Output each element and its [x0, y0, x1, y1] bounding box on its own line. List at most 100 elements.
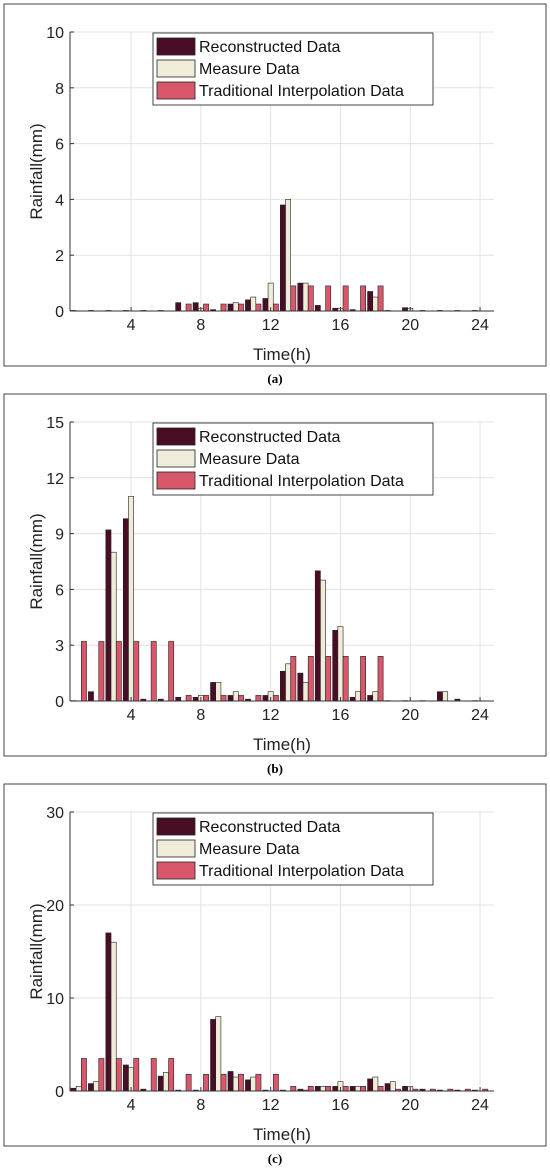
legend-label-reconstructed: Reconstructed Data — [199, 429, 341, 446]
bar-measure — [372, 1076, 379, 1092]
bar-measure — [128, 496, 134, 702]
legend-label-measure: Measure Data — [199, 841, 300, 858]
bar-traditional — [185, 303, 192, 312]
legend-label-traditional: Traditional Interpolation Data — [199, 473, 404, 490]
x-tick-label: 12 — [262, 707, 280, 724]
bar-measure — [215, 682, 222, 702]
legend-swatch-measure — [156, 839, 196, 858]
bar-reconstructed — [210, 1019, 217, 1092]
bar-measure — [250, 296, 257, 312]
bar-traditional — [238, 1073, 244, 1092]
bar-measure — [389, 1081, 396, 1092]
bar-reconstructed — [384, 1083, 391, 1092]
bar-traditional — [272, 695, 279, 702]
y-tick-label: 10 — [46, 25, 64, 42]
x-tick-label: 4 — [127, 1097, 136, 1114]
bar-measure — [232, 1076, 239, 1092]
bar-traditional — [98, 641, 105, 702]
y-axis-label: Rainfall(mm) — [27, 513, 46, 609]
bar-reconstructed — [332, 630, 339, 702]
x-axis-label: Time(h) — [253, 345, 311, 364]
bar-measure — [232, 691, 239, 702]
x-tick-label: 4 — [127, 317, 136, 334]
legend-swatch-reconstructed — [156, 817, 196, 836]
legend: Reconstructed Data Measure Data Traditiona… — [152, 32, 434, 106]
bar-reconstructed — [349, 696, 356, 702]
x-tick-label: 20 — [401, 317, 419, 334]
x-axis-label: Time(h) — [253, 735, 311, 754]
y-tick-label: 30 — [46, 805, 64, 822]
bar-traditional — [203, 695, 209, 702]
bar-reconstructed — [227, 303, 234, 312]
bar-reconstructed — [262, 298, 269, 312]
caption-a: (a) — [267, 371, 283, 386]
bar-reconstructed — [280, 670, 286, 702]
bar-reconstructed — [192, 696, 199, 702]
x-tick-label: 16 — [332, 317, 350, 334]
y-tick-label: 0 — [55, 304, 64, 321]
y-tick-label: 3 — [55, 638, 64, 655]
bar-traditional — [185, 695, 192, 702]
caption-b: (b) — [267, 761, 283, 776]
bar-traditional — [377, 656, 384, 702]
bar-measure — [302, 682, 309, 702]
bar-measure — [354, 691, 361, 702]
bar-reconstructed — [402, 1086, 408, 1092]
legend-label-measure: Measure Data — [199, 61, 300, 78]
x-axis-label: Time(h) — [253, 1125, 311, 1144]
legend-swatch-traditional — [156, 471, 196, 490]
y-tick-label: 2 — [55, 248, 64, 265]
bar-traditional — [360, 1086, 366, 1092]
bar-reconstructed — [314, 305, 321, 312]
x-tick-label: 16 — [332, 707, 350, 724]
bar-reconstructed — [105, 529, 112, 702]
x-tick-label: 24 — [471, 707, 489, 724]
bar-traditional — [98, 1058, 105, 1092]
bar-reconstructed — [175, 302, 182, 312]
bar-traditional — [272, 303, 279, 312]
y-tick-label: 6 — [55, 582, 64, 599]
y-tick-label: 12 — [46, 471, 64, 488]
bar-measure — [372, 296, 379, 312]
bar-measure — [93, 1081, 100, 1092]
bar-traditional — [220, 695, 227, 702]
bar-traditional — [115, 641, 122, 702]
legend-label-traditional: Traditional Interpolation Data — [199, 863, 404, 880]
bar-measure — [267, 282, 274, 312]
legend-label-reconstructed: Reconstructed Data — [199, 819, 341, 836]
bar-traditional — [255, 1073, 262, 1092]
bar-traditional — [342, 285, 349, 312]
bar-traditional — [81, 1058, 87, 1092]
bar-traditional — [203, 1073, 209, 1092]
legend-label-traditional: Traditional Interpolation Data — [199, 83, 404, 100]
chart-panel-c: 0 10 20 30 4 8 12 16 20 24 Time(h) Rainfall(mm) Reco… — [0, 780, 550, 1170]
bar-measure — [302, 282, 309, 312]
legend: Reconstructed Data Measure Data Traditiona… — [152, 422, 434, 496]
bar-reconstructed — [245, 1079, 251, 1092]
bar-reconstructed — [88, 1083, 94, 1092]
bar-traditional — [220, 303, 227, 312]
x-tick-label: 4 — [127, 707, 136, 724]
chart-c-svg: 0 10 20 30 4 8 12 16 20 24 Time(h) Rainfall(mm) Reco… — [3, 783, 547, 1147]
bar-measure — [320, 579, 326, 702]
bar-traditional — [185, 1073, 192, 1092]
bar-reconstructed — [157, 1075, 164, 1092]
bar-traditional — [168, 641, 175, 702]
bar-reconstructed — [349, 1086, 356, 1092]
bars — [70, 932, 489, 1092]
bar-measure — [232, 302, 239, 312]
bar-traditional — [238, 303, 244, 312]
bar-reconstructed — [262, 695, 269, 702]
bar-measure — [285, 199, 292, 312]
bar-measure — [372, 691, 379, 702]
bar-traditional — [168, 1058, 175, 1092]
bar-measure — [75, 1086, 82, 1092]
bar-traditional — [377, 285, 384, 312]
y-tick-label: 4 — [55, 192, 64, 209]
chart-panel-a: 0 2 4 6 8 10 4 8 12 16 20 24 Time(h) Rainfall(mm) Reco… — [0, 0, 550, 390]
x-tick-label: 8 — [196, 1097, 205, 1114]
chart-panel-b: 0 3 6 9 12 15 4 8 12 16 20 24 Time(h) Rainfall(mm) Rec… — [0, 390, 550, 780]
y-tick-label: 0 — [55, 1084, 64, 1101]
legend-swatch-reconstructed — [156, 427, 196, 446]
